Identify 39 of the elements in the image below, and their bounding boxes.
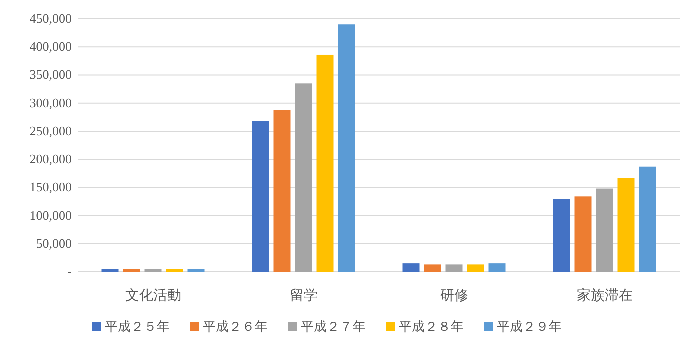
bar <box>123 269 140 272</box>
bar <box>574 196 592 272</box>
legend-label: 平成２７年 <box>301 319 366 334</box>
x-tick-label: 研修 <box>440 288 468 304</box>
bar <box>446 264 463 272</box>
bar <box>402 264 420 272</box>
y-tick-label: 150,000 <box>30 180 72 195</box>
y-tick-label: 450,000 <box>30 11 72 26</box>
bar <box>295 84 312 272</box>
legend-label: 平成２９年 <box>497 319 562 334</box>
bar <box>467 264 484 272</box>
bar <box>639 166 656 272</box>
x-tick-label: 文化活動 <box>125 288 182 304</box>
legend-label: 平成２６年 <box>203 319 268 334</box>
legend-label: 平成２５年 <box>105 319 170 334</box>
y-tick-label: 50,000 <box>36 236 72 251</box>
y-tick-label: 300,000 <box>30 95 72 110</box>
bar <box>618 178 635 272</box>
x-tick-label: 留学 <box>290 288 318 304</box>
y-tick-label: 250,000 <box>30 123 72 138</box>
bar <box>144 269 162 272</box>
y-tick-label: 350,000 <box>30 67 72 82</box>
bar <box>274 110 291 272</box>
bar <box>488 264 506 272</box>
bar <box>596 188 614 272</box>
y-tick-label: 100,000 <box>30 208 72 223</box>
bar <box>102 269 119 272</box>
bar <box>166 269 184 272</box>
y-tick-label: - <box>68 264 72 279</box>
bar <box>424 264 442 272</box>
x-tick-label: 家族滞在 <box>576 288 633 304</box>
bar <box>252 121 270 272</box>
bar <box>338 24 356 272</box>
bar <box>188 269 205 272</box>
legend-label: 平成２８年 <box>399 319 464 334</box>
y-tick-label: 200,000 <box>30 152 72 167</box>
bar <box>316 54 334 272</box>
bar <box>553 199 570 272</box>
y-tick-label: 400,000 <box>30 39 72 54</box>
